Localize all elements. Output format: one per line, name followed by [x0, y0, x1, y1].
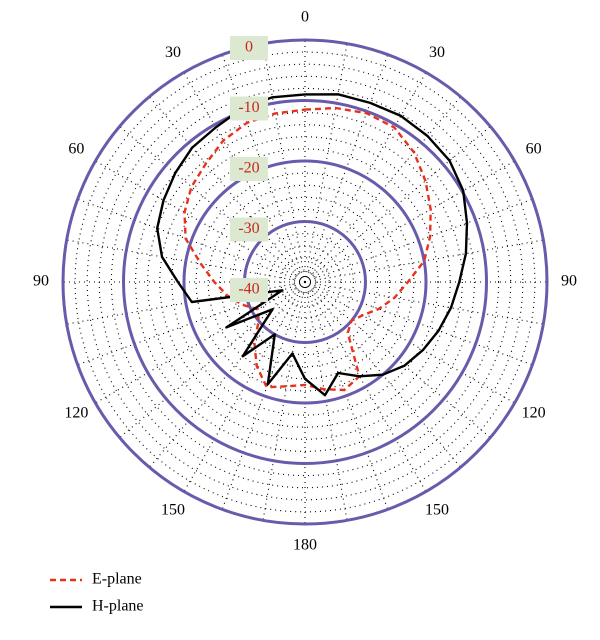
series-line: [183, 106, 432, 392]
theta-tick-label: 90: [561, 273, 577, 290]
minor-grid-ring: [280, 257, 330, 307]
minor-grid-ring: [171, 148, 439, 416]
radial-grid-line: [183, 72, 306, 283]
radial-grid-line: [221, 54, 306, 283]
minor-grid-ring: [256, 233, 354, 331]
grid-ring: [122, 99, 488, 465]
r-tick-box: [230, 217, 268, 242]
r-tick-label: -30: [238, 220, 259, 237]
theta-tick-label: 60: [526, 141, 542, 158]
radial-grid-line: [304, 72, 427, 283]
radial-grid-line: [95, 160, 306, 283]
radial-grid-line: [77, 198, 306, 283]
r-tick-box: [230, 157, 268, 181]
minor-grid-ring: [110, 87, 500, 477]
minor-grid-ring: [135, 112, 475, 452]
r-tick-box: [230, 278, 268, 302]
minor-grid-ring: [268, 245, 342, 319]
minor-grid-ring: [195, 172, 415, 392]
radial-grid-line: [95, 281, 306, 404]
legend-label: H-plane: [92, 598, 144, 615]
grid-ring: [182, 159, 428, 405]
minor-grid-ring: [292, 269, 318, 295]
theta-tick-label: 150: [161, 501, 185, 518]
radial-grid-line: [262, 43, 306, 283]
minor-grid-ring: [74, 51, 536, 513]
grid-ring: [61, 38, 549, 526]
r-tick-box: [230, 36, 268, 60]
minor-grid-ring: [231, 208, 379, 356]
minor-grid-ring: [147, 124, 463, 440]
r-tick-label: -40: [238, 281, 259, 298]
theta-tick-label: 150: [425, 501, 449, 518]
r-tick-label: -20: [238, 160, 259, 177]
radial-grid-line: [304, 198, 533, 283]
series-line: [156, 93, 469, 397]
theta-tick-label: 120: [64, 405, 88, 422]
theta-tick-label: 30: [165, 44, 181, 61]
theta-tick-label: 30: [429, 44, 445, 61]
legend-label: E-plane: [92, 571, 142, 588]
radial-grid-line: [304, 43, 348, 283]
minor-grid-ring: [219, 196, 391, 368]
minor-grid-ring: [207, 184, 403, 380]
theta-tick-label: 90: [33, 273, 49, 290]
minor-grid-ring: [86, 63, 524, 501]
r-tick-label: 0: [245, 39, 253, 56]
theta-tick-label: 60: [68, 141, 84, 158]
theta-tick-label: 120: [522, 405, 546, 422]
theta-tick-label: 180: [293, 537, 317, 554]
theta-tick-label: 0: [301, 9, 309, 26]
radial-grid-line: [221, 281, 306, 510]
r-tick-label: -10: [238, 99, 259, 116]
r-tick-box: [230, 96, 268, 121]
